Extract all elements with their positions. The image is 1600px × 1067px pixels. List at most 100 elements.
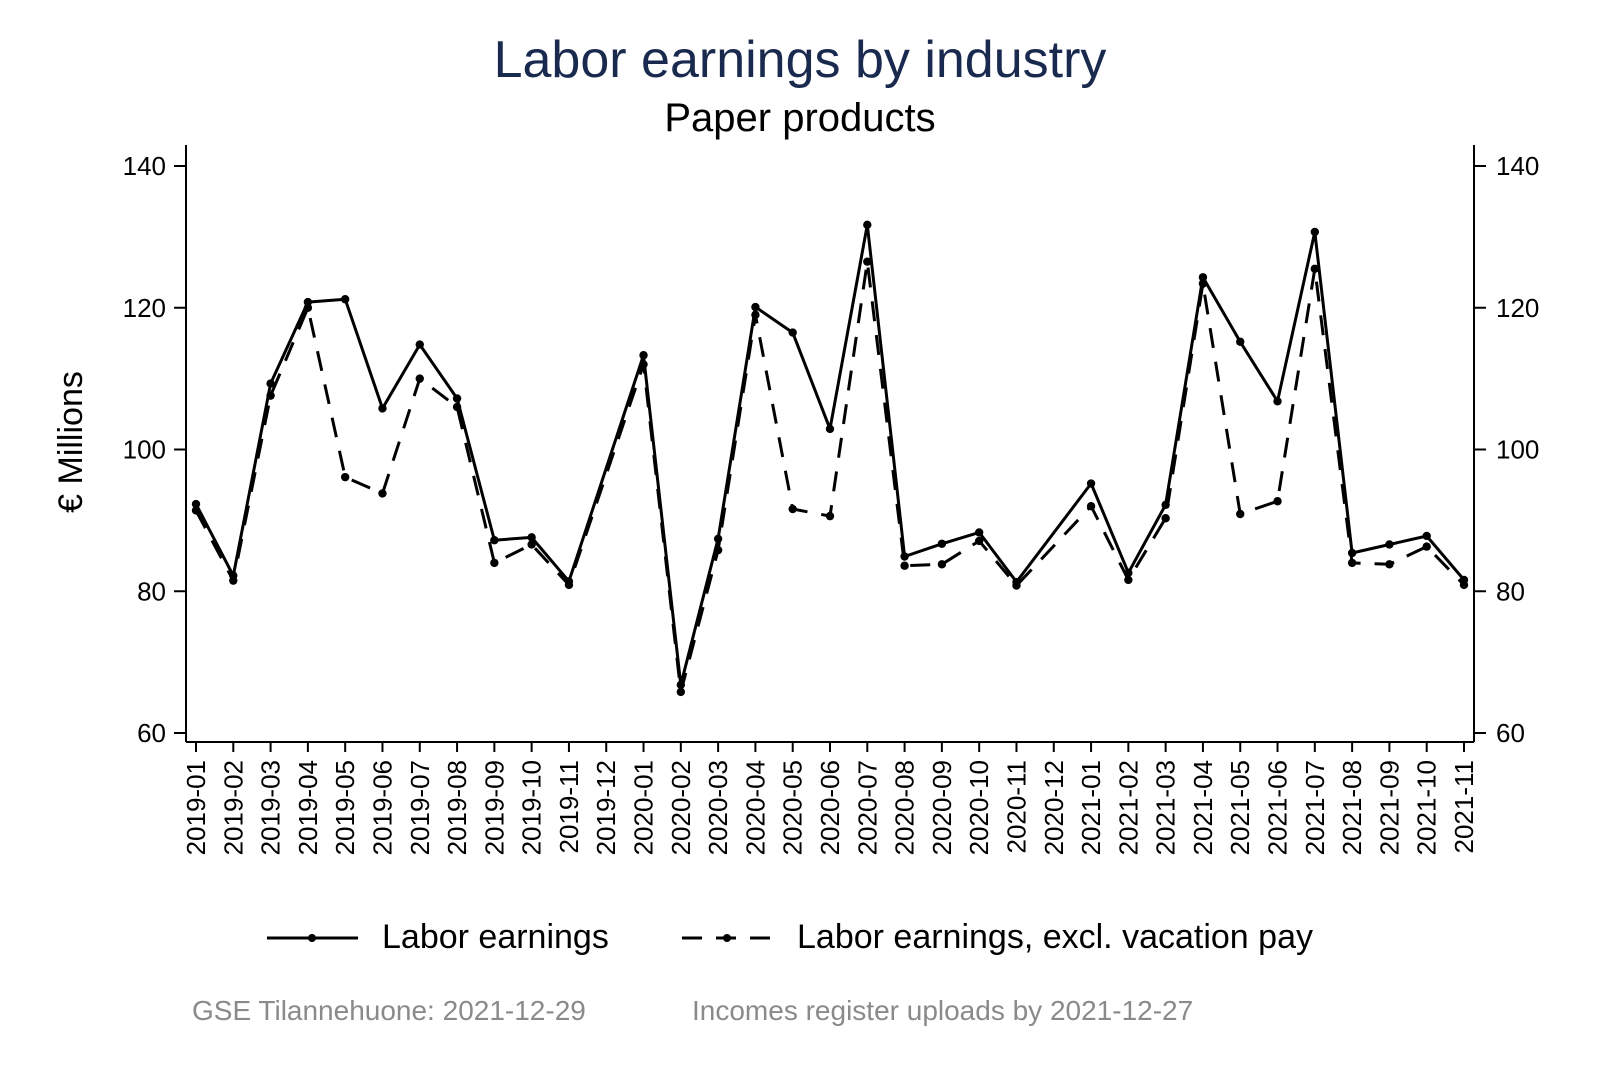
x-tick-label: 2019-10 [517,760,547,855]
data-point-series-0 [863,220,872,230]
data-point-series-0 [1086,479,1096,488]
data-point-series-1 [1198,279,1208,288]
legend-label-labor-earnings-excl-vacation: Labor earnings, excl. vacation pay [797,918,1313,956]
chart-subtitle: Paper products [664,96,936,140]
data-point-series-1 [564,580,574,590]
data-point-series-1 [378,489,387,498]
x-tick-label: 2020-11 [1001,760,1031,854]
x-tick-label: 2020-07 [852,760,882,855]
chart-title: Labor earnings by industry [493,31,1107,89]
data-point-series-0 [751,302,760,312]
legend-item-labor-earnings-excl-vacation: Labor earnings, excl. vacation pay [680,918,1313,957]
x-tick-label: 2019-12 [591,760,621,855]
x-tick-label: 2019-01 [181,760,211,855]
x-tick-label: 2021-06 [1263,760,1293,855]
series-line-0 [194,223,1466,687]
data-point-series-1 [1310,264,1320,273]
y-axis-label: € Millions [52,371,90,513]
y-tick-label-left: 100 [123,435,166,465]
data-point-series-1 [1422,542,1431,551]
x-tick-label: 2019-07 [405,760,435,855]
data-point-series-1 [863,257,872,266]
y-tick-label-left: 120 [123,293,166,323]
x-tick-label: 2019-05 [330,760,360,855]
y-tick-label-left: 140 [123,151,166,181]
legend-item-labor-earnings: Labor earnings [265,918,609,957]
x-tick-label: 2020-01 [629,760,659,855]
x-tick-label: 2020-10 [964,760,994,855]
data-point-series-1 [974,536,984,546]
x-tick-label: 2021-03 [1151,760,1181,855]
data-point-series-1 [937,560,947,569]
x-tick-label: 2021-10 [1412,760,1442,855]
data-point-series-1 [900,561,909,570]
data-point-series-0 [1422,531,1431,541]
data-point-series-1 [1459,580,1469,590]
data-point-series-1 [1236,509,1245,519]
data-point-series-1 [676,687,686,697]
data-point-series-1 [1347,558,1357,568]
data-point-series-0 [1273,397,1282,406]
data-point-series-1 [303,303,313,312]
x-tick-label: 2021-09 [1374,760,1404,855]
data-point-series-1 [527,540,536,549]
data-point-series-0 [1310,227,1320,237]
x-tick-label: 2021-05 [1225,760,1255,855]
x-tick-label: 2019-03 [256,760,286,855]
data-point-series-0 [378,404,387,413]
x-tick-label: 2020-08 [890,760,920,855]
data-point-series-0 [452,394,462,403]
data-point-series-1 [490,558,499,568]
data-point-series-1 [452,402,462,412]
data-point-series-1 [266,391,275,400]
x-tick-label: 2021-11 [1449,760,1479,854]
data-point-series-0 [1385,540,1394,549]
data-point-series-0 [266,379,275,388]
y-tick-label-left: 60 [137,718,166,748]
legend-label-labor-earnings: Labor earnings [382,918,609,956]
x-tick-label: 2021-08 [1337,760,1367,855]
x-tick-label: 2019-04 [293,760,323,855]
data-point-series-0 [639,351,648,360]
data-point-series-0 [713,534,723,544]
data-point-series-1 [713,545,723,555]
y-tick-label-right: 80 [1496,576,1525,606]
data-point-series-1 [1124,575,1133,585]
x-tick-label: 2021-01 [1076,760,1106,855]
data-point-series-1 [1273,497,1282,506]
data-point-series-0 [490,536,499,545]
y-tick-label-right: 100 [1496,435,1539,465]
footer-upload-date: Incomes register uploads by 2021-12-27 [692,995,1194,1026]
data-point-series-0 [825,424,835,434]
data-point-series-0 [340,295,350,304]
x-tick-label: 2021-04 [1188,760,1218,855]
data-point-series-1 [825,511,835,521]
data-point-series-1 [788,504,797,514]
x-tick-label: 2021-02 [1113,760,1143,855]
x-tick-label: 2019-08 [442,760,472,855]
x-tick-label: 2020-12 [1039,760,1069,855]
data-point-series-0 [527,533,536,542]
data-point-series-1 [415,374,424,383]
legend: Labor earnings Labor earnings, excl. vac… [0,918,1600,978]
x-tick-label: 2019-06 [367,760,397,855]
x-tick-label: 2020-04 [740,760,770,855]
y-tick-label-right: 120 [1496,293,1539,323]
legend-solid-line-icon [267,933,358,942]
data-point-series-1 [191,506,201,515]
data-point-series-1 [1385,560,1394,569]
data-point-series-1 [1086,502,1096,511]
x-tick-label: 2020-09 [927,760,957,855]
data-point-series-1 [1012,581,1021,590]
data-point-series-0 [974,528,984,537]
data-point-series-1 [340,472,350,482]
data-point-series-0 [1236,337,1245,346]
data-point-series-0 [788,328,797,337]
x-tick-label: 2019-09 [479,760,509,855]
data-point-series-0 [415,340,424,349]
data-point-series-1 [751,310,760,320]
y-tick-label-right: 140 [1496,151,1539,181]
data-point-series-0 [937,539,947,548]
x-tick-label: 2020-05 [778,760,808,855]
